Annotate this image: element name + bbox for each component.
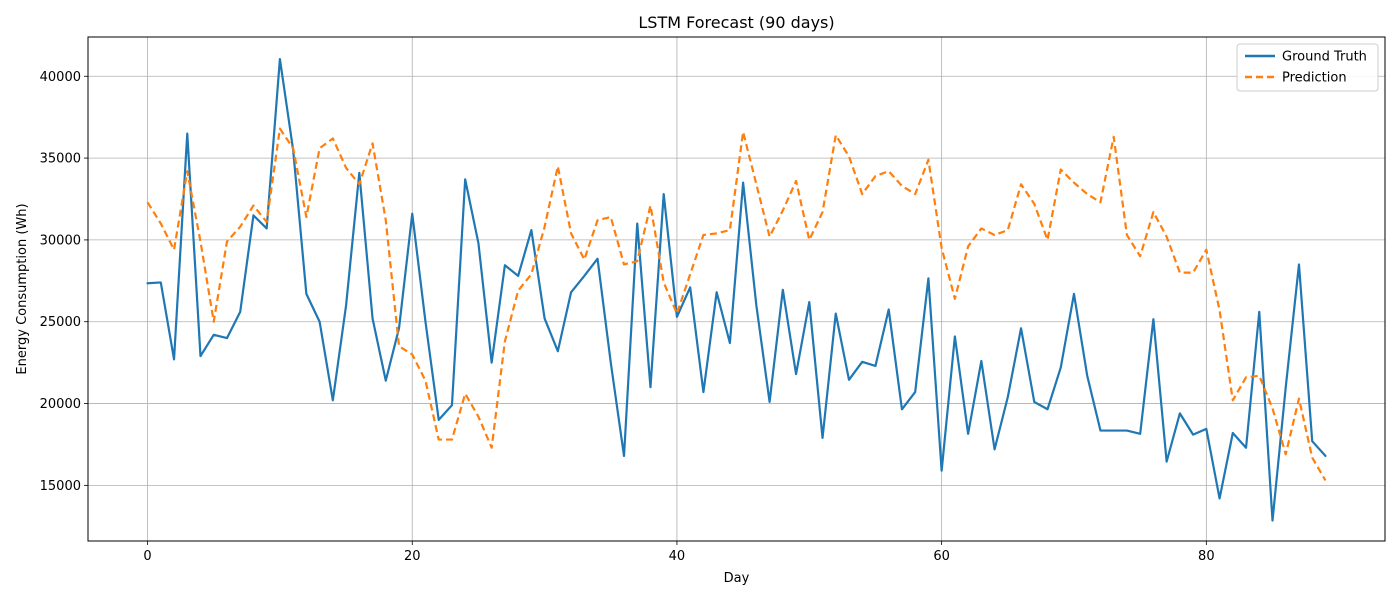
y-tick-label: 40000 [40,70,81,85]
series-line-prediction [146,127,1327,482]
x-axis-title: Day [724,571,750,586]
y-axis-title: Energy Consumption (Wh) [15,203,30,374]
chart-title: LSTM Forecast (90 days) [638,13,834,32]
axis-ticks: 0 20 40 60 80 15000 20000 25000 30000 35000 40000 [40,70,1215,564]
plot-frame [87,36,1386,542]
grid [88,37,1385,541]
x-tick-label: 80 [1198,549,1215,564]
series-line-ground-truth [146,57,1327,522]
y-tick-label: 30000 [40,233,81,248]
legend-label-prediction: Prediction [1282,71,1347,86]
legend-label-ground-truth: Ground Truth [1282,50,1367,65]
x-tick-label: 60 [933,549,950,564]
x-tick-label: 40 [669,549,686,564]
y-tick-label: 20000 [40,397,81,412]
y-tick-label: 25000 [40,315,81,330]
x-tick-label: 20 [404,549,421,564]
x-tick-label: 0 [143,549,151,564]
legend: Ground Truth Prediction [1236,43,1379,92]
y-tick-label: 15000 [40,479,81,494]
y-tick-label: 35000 [40,152,81,167]
series-layer [146,57,1327,522]
